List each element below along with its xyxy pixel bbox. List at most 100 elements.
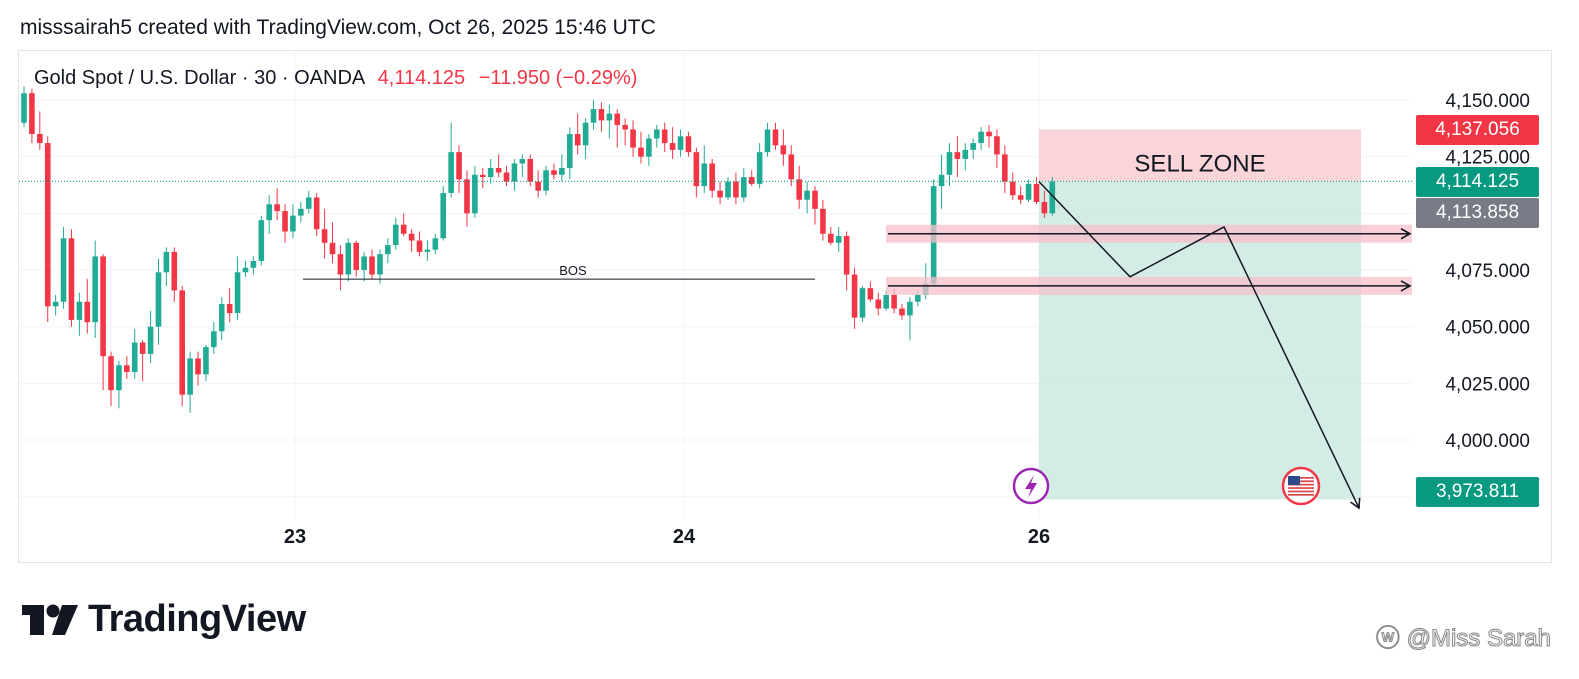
candle-body (820, 208, 826, 234)
candle-body (519, 158, 526, 164)
candle-body (234, 272, 241, 314)
candle-body (155, 272, 162, 327)
candle-body (21, 93, 27, 123)
candle-body (179, 290, 185, 395)
candle-body (978, 131, 984, 144)
candle-body (92, 256, 98, 323)
candle-body (448, 152, 454, 193)
candle-body (432, 238, 439, 250)
candle-body (851, 274, 858, 318)
candle-body (361, 256, 367, 271)
symbol-legend: Gold Spot / U.S. Dollar · 30 · OANDA 4,1… (34, 67, 637, 90)
candle-body (329, 242, 336, 255)
candle-body (44, 143, 51, 307)
x-tick-label: 24 (673, 526, 696, 548)
candle-body (828, 233, 834, 243)
candle-body (661, 129, 668, 144)
candle-body (535, 181, 541, 191)
candle-body (685, 136, 692, 153)
candle-body (187, 358, 193, 395)
candle-body (614, 113, 621, 125)
candle-body (1025, 183, 1032, 200)
candle-body (1033, 183, 1040, 203)
candle-body (203, 347, 209, 375)
candle-body (385, 245, 391, 255)
candle-body (258, 220, 265, 261)
candle-body (630, 129, 636, 148)
tradingview-logo-icon (22, 604, 78, 635)
candle-body (416, 240, 423, 252)
chart-drawings: BOS (19, 180, 1412, 510)
candle-body (108, 356, 114, 391)
candle-body (733, 181, 739, 198)
candle-body (29, 93, 35, 135)
candle-body (369, 256, 375, 275)
price-change: −11.950 (−0.29%) (478, 67, 638, 89)
candle-body (1049, 181, 1056, 214)
candle-body (464, 179, 470, 214)
price-tag: 3,973.811 (1416, 477, 1539, 507)
candle-body (859, 288, 866, 318)
candle-body (337, 254, 344, 275)
y-tick-label: 4,075.000 (1445, 261, 1530, 282)
candle-body (559, 168, 565, 175)
bos-label: BOS (559, 263, 587, 278)
candle-body (266, 204, 273, 221)
candle-body (68, 238, 75, 320)
candle-body (677, 136, 684, 150)
sell-zone-label: SELL ZONE (1134, 150, 1265, 177)
weibo-icon: ⓦ (1375, 625, 1400, 653)
trade-zones: SELL ZONE (1039, 129, 1361, 500)
candle-body (298, 208, 304, 216)
candle-body (147, 326, 154, 354)
candle-body (313, 197, 320, 230)
candle-body (962, 149, 969, 159)
candle-body (76, 301, 83, 320)
candle-body (994, 136, 1000, 155)
candle-body (408, 233, 415, 241)
chart-frame (18, 50, 1552, 563)
candle-body (282, 211, 288, 232)
candle-body (654, 129, 660, 139)
projection-path (1038, 181, 1361, 510)
candle-body (139, 342, 146, 354)
candle-body (377, 254, 383, 275)
y-tick-label: 4,000.000 (1445, 431, 1530, 452)
candle-body (250, 260, 257, 268)
candle-body (986, 131, 992, 137)
candle-body (741, 177, 747, 198)
candle-body (764, 129, 771, 153)
candle-body (1017, 195, 1024, 200)
tradingview-brand: TradingView (22, 598, 306, 641)
us-flag-event-icon (1281, 466, 1321, 506)
candle-body (479, 174, 486, 178)
candle-body (598, 109, 605, 121)
candle-body (440, 192, 447, 239)
candle-body (84, 301, 91, 323)
candle-body (622, 124, 628, 130)
candle-body (305, 197, 312, 209)
candle-body (511, 163, 518, 182)
candle-body (274, 204, 280, 212)
price-tag: 4,137.056 (1416, 115, 1539, 145)
candle-body (843, 236, 850, 275)
candle-body (472, 174, 478, 214)
candle-body (551, 170, 557, 175)
candle-body (211, 331, 217, 348)
candle-body (321, 229, 328, 243)
last-price: 4,114.125 (377, 67, 466, 89)
candle-body (52, 301, 59, 307)
candle-body (835, 236, 842, 243)
candle-body (1009, 181, 1016, 196)
candle-body (796, 179, 802, 200)
candle-body (574, 134, 581, 146)
candle-body (456, 152, 462, 180)
symbol-title: Gold Spot / U.S. Dollar · 30 · OANDA (34, 67, 365, 89)
candle-body (756, 152, 763, 184)
candle-body (487, 168, 494, 178)
candle-body (116, 365, 122, 391)
candle-body (495, 168, 502, 173)
y-tick-label: 4,125.000 (1445, 148, 1530, 169)
candle-body (290, 215, 296, 232)
